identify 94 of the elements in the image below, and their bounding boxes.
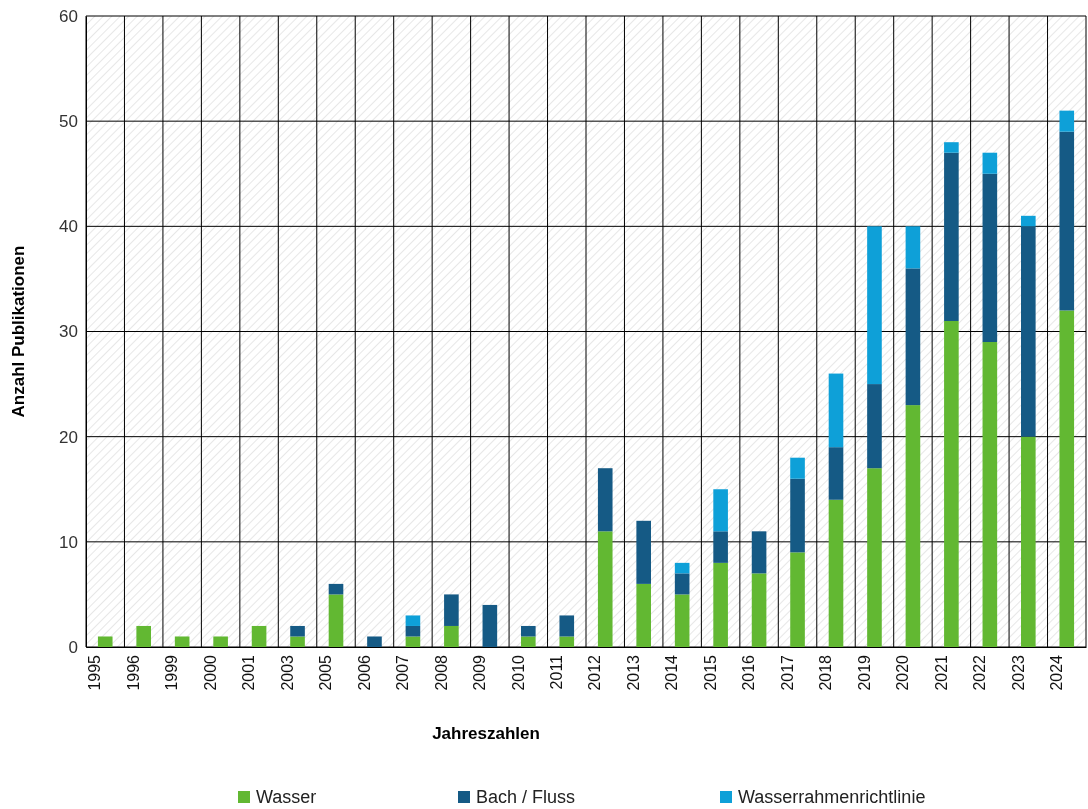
bar <box>559 615 575 637</box>
bar <box>905 268 921 406</box>
bar <box>521 636 536 647</box>
legend-label: Bach / Fluss <box>476 787 576 807</box>
bar <box>444 625 459 647</box>
x-tick-label: 2015 <box>701 654 719 691</box>
bar <box>1059 131 1075 311</box>
bar <box>597 468 613 532</box>
bar <box>405 636 421 647</box>
bar <box>751 573 767 647</box>
bar <box>1059 310 1075 647</box>
bar <box>867 226 882 385</box>
bar <box>867 384 882 469</box>
bar <box>213 636 228 647</box>
bar <box>636 583 651 647</box>
bar <box>559 636 575 647</box>
x-tick-label: 2016 <box>740 654 758 691</box>
x-tick-label: 2003 <box>278 654 296 691</box>
bar <box>674 562 690 574</box>
bar <box>597 531 613 647</box>
x-tick-label: 2001 <box>240 654 258 691</box>
bar <box>1021 436 1036 647</box>
bar <box>713 562 728 647</box>
bar <box>521 625 536 637</box>
bar <box>636 520 651 584</box>
x-tick-label: 2006 <box>355 654 373 691</box>
bar <box>944 320 959 647</box>
x-tick-label: 2007 <box>394 654 412 691</box>
x-tick-label: 2008 <box>432 654 450 691</box>
bar <box>482 604 498 647</box>
bar <box>905 405 921 647</box>
bar <box>751 531 767 574</box>
y-tick-label: 60 <box>59 6 78 26</box>
bar <box>790 478 805 553</box>
bar <box>1021 226 1036 437</box>
bar <box>97 636 113 647</box>
x-tick-label: 2010 <box>509 654 527 691</box>
bar <box>1059 110 1075 132</box>
x-tick-label: 1999 <box>163 654 181 691</box>
y-tick-label: 40 <box>59 217 78 237</box>
x-tick-label: 1996 <box>124 654 142 691</box>
x-tick-label: 2023 <box>1009 654 1027 691</box>
bar <box>136 625 151 647</box>
bar <box>828 447 844 500</box>
bar <box>328 594 344 647</box>
bar <box>405 625 421 637</box>
bar <box>982 152 998 174</box>
y-tick-label: 20 <box>59 427 78 447</box>
bar <box>674 573 690 595</box>
x-tick-label: 2014 <box>663 654 681 691</box>
x-tick-label: 2018 <box>817 654 835 691</box>
bar <box>444 594 459 626</box>
bar <box>290 636 305 647</box>
bar <box>944 142 959 153</box>
legend-label: Wasserrahmenrichtlinie <box>738 787 926 807</box>
bar <box>174 636 190 647</box>
x-tick-label: 2009 <box>471 654 489 691</box>
x-tick-label: 2005 <box>317 654 335 691</box>
x-tick-label: 2013 <box>624 654 642 691</box>
bar <box>828 373 844 448</box>
y-tick-label: 50 <box>59 112 78 132</box>
bar <box>1021 215 1036 227</box>
x-tick-label: 2022 <box>971 654 989 691</box>
bar <box>982 342 998 647</box>
x-tick-label: 2020 <box>894 654 912 691</box>
bar <box>367 636 382 647</box>
x-tick-label: 2012 <box>586 654 604 691</box>
x-tick-label: 2024 <box>1047 654 1065 691</box>
bar <box>790 457 805 479</box>
x-tick-label: 2019 <box>855 654 873 691</box>
y-tick-label: 0 <box>68 637 78 657</box>
bar <box>405 615 421 626</box>
y-axis-title: Anzahl Publikationen <box>9 245 28 418</box>
bar <box>982 173 998 343</box>
x-axis-title: Jahreszahlen <box>432 724 540 743</box>
x-tick-label: 2011 <box>547 654 565 690</box>
bar <box>328 583 344 595</box>
bar <box>290 625 305 637</box>
bar <box>251 625 267 647</box>
bar <box>674 594 690 647</box>
bar <box>867 468 882 647</box>
legend-label: Wasser <box>256 787 317 807</box>
x-tick-label: 1995 <box>86 654 104 691</box>
y-tick-label: 10 <box>59 532 78 552</box>
bar <box>713 489 728 532</box>
y-tick-label: 30 <box>59 322 78 342</box>
bar <box>828 499 844 647</box>
x-tick-label: 2021 <box>932 654 950 691</box>
bar <box>713 531 728 563</box>
x-tick-label: 2017 <box>778 654 796 691</box>
bar <box>905 226 921 269</box>
bar <box>790 552 805 647</box>
x-tick-label: 2000 <box>201 654 219 691</box>
bar <box>944 152 959 321</box>
